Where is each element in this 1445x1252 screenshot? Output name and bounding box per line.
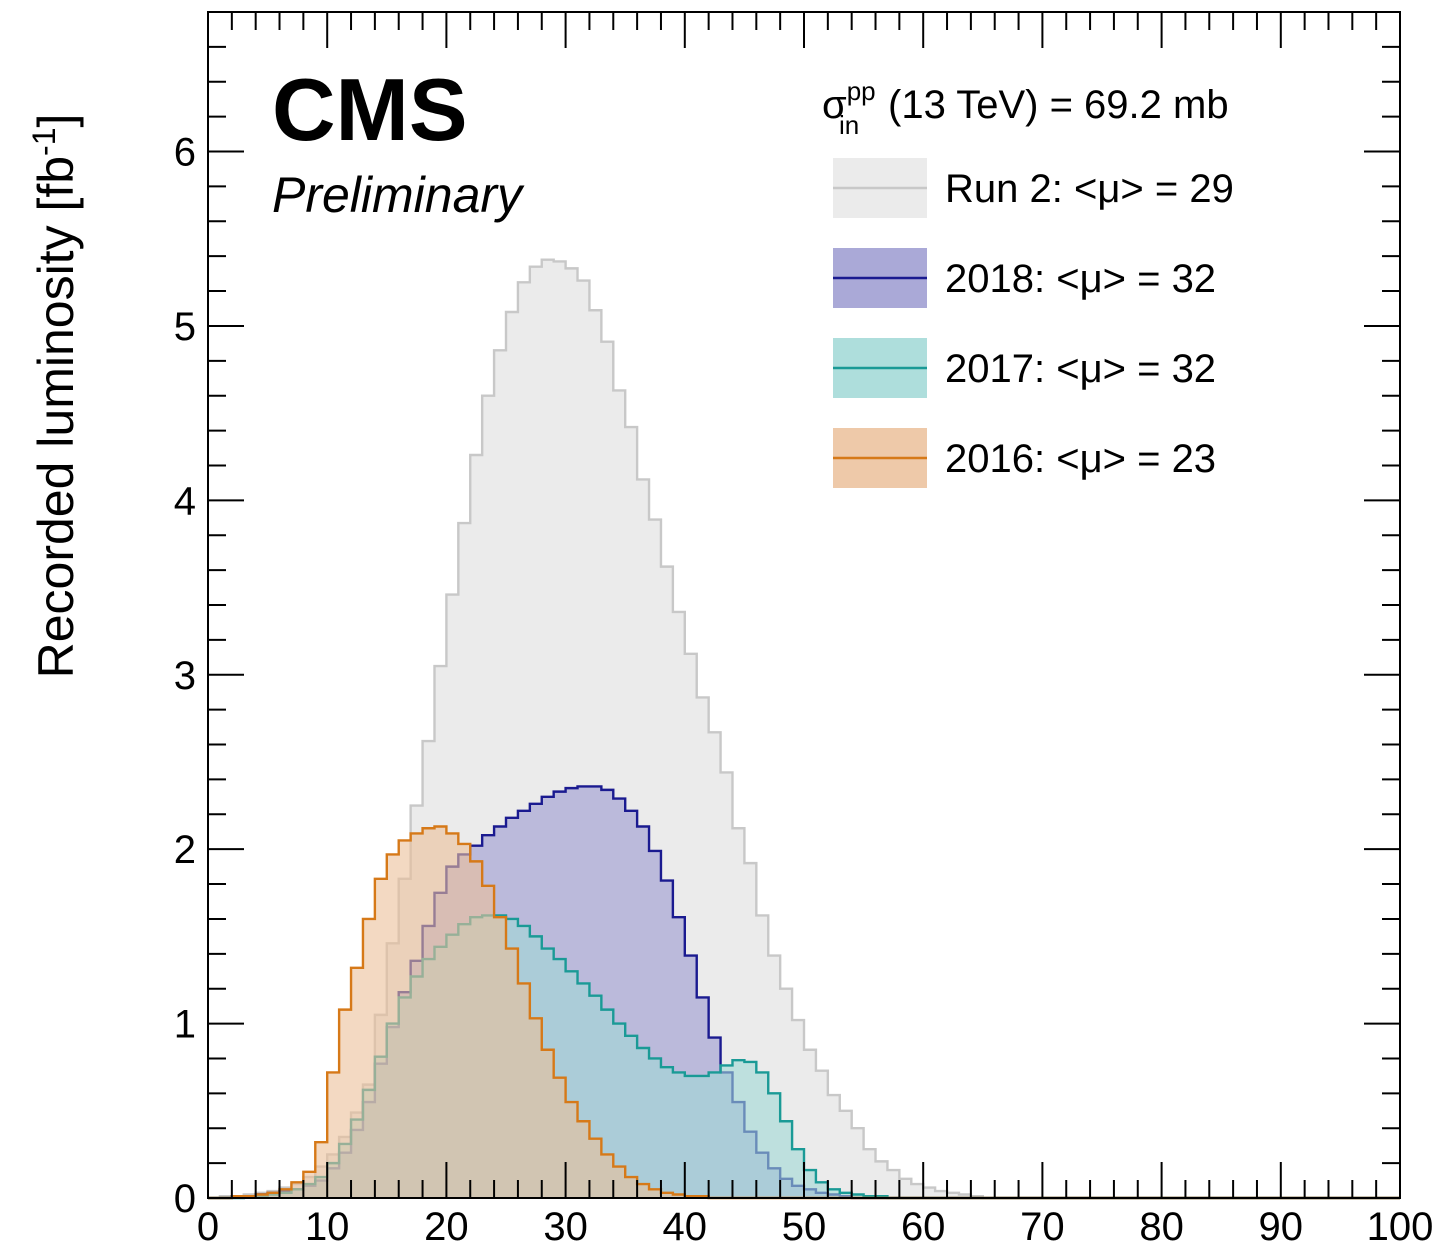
y-tick-label: 3 bbox=[174, 654, 196, 698]
y-tick-label: 2 bbox=[174, 828, 196, 872]
x-tick-label: 40 bbox=[663, 1205, 708, 1249]
y-axis-label: Recorded luminosity [fb-1] bbox=[26, 114, 84, 679]
x-tick-label: 100 bbox=[1367, 1205, 1434, 1249]
x-tick-label: 20 bbox=[424, 1205, 469, 1249]
x-tick-label: 0 bbox=[197, 1205, 219, 1249]
cms-logo-text: CMS bbox=[272, 60, 468, 159]
y-tick-label: 5 bbox=[174, 305, 196, 349]
y-tick-label: 6 bbox=[174, 131, 196, 175]
legend-entry-label: Run 2: <μ> = 29 bbox=[945, 167, 1234, 211]
legend-entry-label: 2018: <μ> = 32 bbox=[945, 257, 1216, 301]
x-tick-label: 90 bbox=[1259, 1205, 1304, 1249]
x-tick-label: 30 bbox=[543, 1205, 588, 1249]
legend: σpp in (13 TeV) = 69.2 mb Run 2: <μ> = 29 2… bbox=[822, 76, 1234, 488]
x-tick-label: 60 bbox=[901, 1205, 946, 1249]
series-layer bbox=[208, 258, 1400, 1200]
legend-entries: Run 2: <μ> = 29 2018: <μ> = 32 2017: <μ> =… bbox=[833, 158, 1234, 488]
x-tick-label: 50 bbox=[782, 1205, 827, 1249]
y-tick-label: 4 bbox=[174, 479, 196, 523]
axis-layer: 0 10 20 30 40 50 60 70 80 90 100 0 1 2 3 4 5 6 bbox=[174, 11, 1434, 1249]
y-tick-label: 1 bbox=[174, 1003, 196, 1047]
x-tick-label: 10 bbox=[305, 1205, 350, 1249]
legend-entry-label: 2017: <μ> = 32 bbox=[945, 347, 1216, 391]
y-tick-label: 0 bbox=[174, 1177, 196, 1221]
legend-entry-label: 2016: <μ> = 23 bbox=[945, 437, 1216, 481]
cms-brand: CMS Preliminary bbox=[272, 60, 525, 223]
legend-header: σpp in (13 TeV) = 69.2 mb bbox=[822, 76, 1229, 140]
x-tick-label: 80 bbox=[1139, 1205, 1184, 1249]
x-tick-label: 70 bbox=[1020, 1205, 1065, 1249]
preliminary-label: Preliminary bbox=[272, 167, 525, 223]
